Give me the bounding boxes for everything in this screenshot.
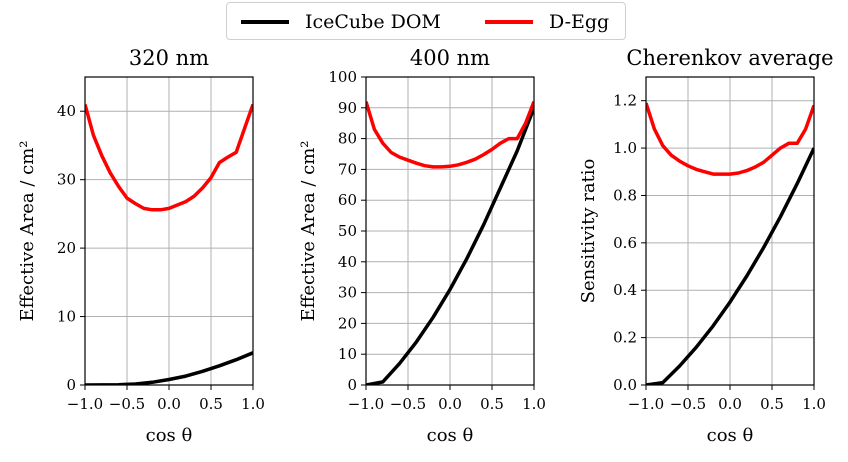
y-tick-label: 20: [338, 314, 357, 332]
x-tick-label: 0.5: [760, 395, 784, 413]
y-tick-label: 100: [328, 68, 357, 86]
x-tick-label: −1.0: [67, 395, 103, 413]
y-tick-label: 10: [57, 308, 76, 326]
legend-line-icecube-dom: [241, 20, 289, 24]
series-line-icecube-dom: [366, 107, 534, 385]
x-tick-label: −0.5: [109, 395, 145, 413]
x-tick-label: 0.0: [438, 395, 462, 413]
x-tick-label: −1.0: [628, 395, 664, 413]
x-tick-label: 1.0: [522, 395, 546, 413]
y-tick-label: 1.0: [613, 139, 637, 157]
series-line-d-egg: [646, 102, 814, 176]
y-tick-label: 30: [338, 284, 357, 302]
series-line-icecube-dom: [646, 147, 814, 385]
y-tick-label: 0.6: [613, 234, 637, 252]
legend-label-icecube-dom: IceCube DOM: [305, 11, 441, 33]
legend-line-d-egg: [485, 20, 533, 24]
axes-frame: [645, 76, 815, 386]
chart-panel-3: −1.0 −0.5 0.0 0.5 1.0 0.0 0.2 0.4 0.6 0.8 1.0 1.2 Ch…: [578, 46, 834, 446]
y-tick-label: 0.4: [613, 281, 637, 299]
y-axis-label: Effective Area / cm²: [17, 140, 38, 321]
y-tick-label: 80: [338, 130, 357, 148]
y-tick-label: 40: [338, 253, 357, 271]
x-axis-label: cos θ: [146, 425, 193, 446]
y-tick-label: 70: [338, 160, 357, 178]
y-tick-label: 0: [347, 376, 357, 394]
x-axis-label: cos θ: [707, 425, 754, 446]
y-tick-label: 0: [66, 376, 76, 394]
y-tick-label: 10: [338, 345, 357, 363]
x-tick-label: −1.0: [348, 395, 384, 413]
chart-panel-2: −1.0 −0.5 0.0 0.5 1.0 0 10 20 30 40 50 60 70 80 90 100 4…: [298, 46, 546, 446]
y-axis-label: Effective Area / cm²: [298, 140, 319, 321]
y-tick-label: 40: [57, 102, 76, 120]
y-tick-label: 30: [57, 171, 76, 189]
x-tick-label: 0.0: [718, 395, 742, 413]
axes-frame: [84, 76, 254, 386]
legend-label-d-egg: D-Egg: [549, 11, 610, 33]
legend: IceCube DOM D-Egg: [226, 2, 626, 40]
series-line-d-egg: [85, 103, 253, 212]
x-axis-label: cos θ: [427, 425, 474, 446]
x-tick-label: 0.5: [199, 395, 223, 413]
legend-entry-d-egg: D-Egg: [485, 10, 609, 34]
y-tick-label: 60: [338, 191, 357, 209]
legend-entry-icecube-dom: IceCube DOM: [241, 10, 441, 34]
y-tick-label: 50: [338, 222, 357, 240]
y-tick-label: 0.2: [613, 329, 637, 347]
series-line-d-egg: [366, 100, 534, 169]
y-tick-label: 0.8: [613, 186, 637, 204]
y-tick-label: 0.0: [613, 376, 637, 394]
axes-frame: [365, 76, 535, 386]
x-tick-label: 0.0: [157, 395, 181, 413]
chart-title: 320 nm: [129, 46, 209, 70]
y-axis-label: Sensitivity ratio: [578, 159, 599, 304]
y-tick-label: 90: [338, 99, 357, 117]
chart-title: Cherenkov average: [626, 46, 833, 70]
chart-title: 400 nm: [410, 46, 490, 70]
x-tick-label: −0.5: [390, 395, 426, 413]
x-tick-label: 1.0: [241, 395, 265, 413]
x-tick-label: −0.5: [670, 395, 706, 413]
x-tick-label: 0.5: [480, 395, 504, 413]
y-tick-label: 1.2: [613, 92, 637, 110]
chart-panel-1: −1.0 −0.5 0.0 0.5 1.0 0 10 20 30 40 320 nm cos θ Eff…: [17, 46, 265, 446]
x-tick-label: 1.0: [802, 395, 826, 413]
y-tick-label: 20: [57, 239, 76, 257]
